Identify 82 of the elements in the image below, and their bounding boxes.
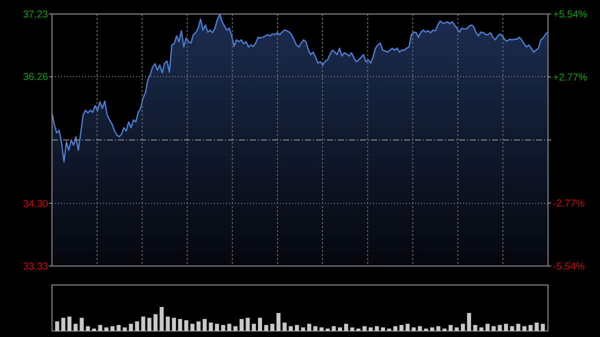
bar [240, 319, 244, 331]
bar [301, 327, 306, 331]
bar [252, 324, 256, 331]
bar [486, 324, 490, 331]
bar [436, 326, 440, 331]
bar [221, 325, 226, 331]
bar [122, 327, 127, 331]
bar [166, 316, 170, 331]
bar [467, 313, 472, 331]
bar [528, 325, 533, 331]
bar [264, 325, 268, 331]
bar [332, 326, 336, 331]
bar [110, 326, 114, 331]
y2-tick-label: +5.54% [553, 10, 588, 20]
bar [178, 319, 182, 331]
bar [504, 324, 508, 331]
bar [430, 327, 434, 331]
bar [74, 324, 78, 331]
y2-tick-label: -2.77% [553, 198, 585, 210]
bar [80, 318, 84, 331]
bar [184, 320, 188, 331]
bar [320, 327, 324, 331]
bar [368, 327, 373, 331]
bar [522, 326, 526, 331]
bar [276, 313, 280, 331]
bar [454, 327, 459, 331]
bar [270, 324, 274, 331]
bar [172, 318, 176, 331]
bar [406, 324, 410, 331]
y2-tick-label: -5.54% [553, 262, 585, 272]
bar [313, 326, 318, 331]
bar [374, 326, 379, 331]
bar [294, 325, 299, 331]
bar [307, 324, 312, 331]
bar [227, 324, 232, 331]
y2-tick-label: +2.77% [553, 72, 588, 84]
bar [86, 326, 90, 331]
bar [479, 327, 484, 331]
bar [196, 321, 201, 331]
bar [55, 321, 60, 331]
bar [147, 318, 152, 331]
bar [282, 322, 287, 331]
bar [381, 327, 385, 331]
bar [154, 314, 158, 331]
bar [338, 327, 342, 331]
y-tick-label: 36.26 [22, 72, 48, 84]
bar [135, 321, 140, 331]
bar [418, 326, 422, 331]
bar [288, 326, 293, 331]
y-tick-label: 33.33 [22, 262, 48, 272]
bar [510, 326, 514, 331]
bar [362, 326, 367, 331]
bar [448, 325, 453, 331]
bar [61, 318, 66, 331]
bar [202, 319, 207, 331]
bar [540, 324, 545, 331]
bar [393, 326, 398, 331]
bar [399, 325, 404, 331]
bar [246, 318, 250, 331]
bar [258, 318, 262, 331]
bar [412, 327, 416, 331]
bar [208, 322, 213, 331]
bar [128, 324, 133, 331]
bar [344, 324, 348, 331]
bar [516, 324, 520, 331]
bar [104, 327, 108, 331]
bar [67, 316, 72, 331]
bar [98, 325, 102, 331]
y-tick-label: 34.30 [22, 198, 48, 210]
bar [534, 322, 539, 331]
bar [141, 316, 146, 331]
bar [190, 324, 194, 331]
bar [460, 324, 465, 331]
bar [215, 324, 219, 331]
bar [233, 326, 238, 331]
bar [160, 307, 164, 331]
bar [492, 326, 496, 331]
bar [350, 327, 354, 331]
bar [498, 325, 502, 331]
y-tick-label: 37.23 [22, 10, 48, 20]
bar [473, 325, 478, 331]
bar [116, 325, 121, 331]
